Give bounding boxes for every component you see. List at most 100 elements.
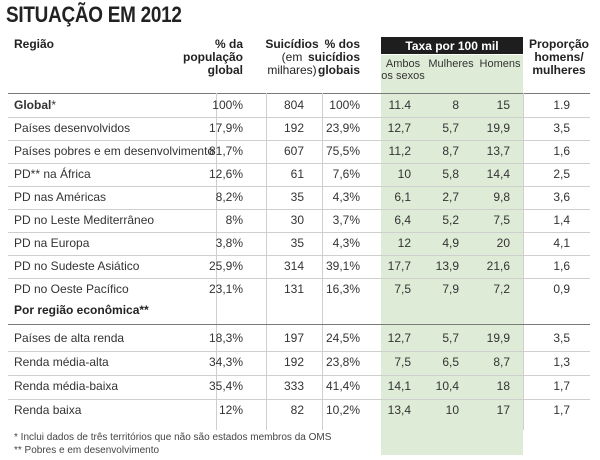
header-population-line1: % da: [214, 37, 243, 51]
cell-both: 10: [397, 167, 411, 181]
cell-men: 13,7: [486, 144, 510, 158]
cell-name: Renda média-baixa: [14, 379, 119, 393]
table-row: Países desenvolvidos 17,9% 192 23,9% 12,7 5,7…: [0, 117, 600, 139]
global-label: Global: [14, 98, 52, 112]
cell-pct: 41,4%: [325, 379, 360, 393]
cell-men: 17: [496, 403, 510, 417]
table-row: Renda média-baixa 35,4% 333 41,4% 14,1 10,4 18…: [0, 375, 600, 397]
cell-sui: 61: [290, 167, 304, 181]
header-rate-men: Homens: [479, 58, 521, 70]
cell-women: 13,9: [435, 259, 459, 273]
cell-sui: 607: [283, 144, 304, 158]
cell-pop: 34,3%: [208, 355, 243, 369]
cell-sui: 131: [283, 282, 304, 296]
header-region: Região: [14, 37, 55, 51]
cell-men: 8,7: [493, 355, 510, 369]
cell-ratio: 1,7: [553, 403, 570, 417]
rate-header-bar: Taxa por 100 mil: [381, 37, 523, 54]
row-divider: [8, 375, 590, 376]
row-divider: [8, 117, 590, 118]
row-divider: [8, 399, 590, 400]
cell-pct: 100%: [329, 98, 360, 112]
cell-men: 15: [496, 98, 510, 112]
cell-pct: 10,2%: [325, 403, 360, 417]
cell-pct: 4,3%: [332, 190, 360, 204]
row-divider: [8, 186, 590, 187]
cell-both: 13,4: [387, 403, 411, 417]
cell-sui: 30: [290, 213, 304, 227]
header-ratio: Proporção homens/ mulheres: [523, 38, 595, 77]
cell-sui: 333: [283, 379, 304, 393]
cell-both: 7,5: [394, 355, 411, 369]
table-row: PD** na África 12,6% 61 7,6% 10 5,8 14,4 2,5: [0, 163, 600, 185]
table-row: Renda baixa 12% 82 10,2% 13,4 10 17 1,7: [0, 399, 600, 421]
cell-both: 6,4: [394, 213, 411, 227]
cell-pop: 8,2%: [215, 190, 243, 204]
row-divider: [8, 163, 590, 164]
cell-women: 10: [445, 403, 459, 417]
table-row: PD no Leste Mediterrâneo 8% 30 3,7% 6,4 5,2 7,…: [0, 209, 600, 231]
cell-sui: 35: [290, 190, 304, 204]
cell-ratio: 3,5: [553, 121, 570, 135]
table-row: Renda média-alta 34,3% 192 23,8% 7,5 6,5 8,7 1,…: [0, 351, 600, 373]
col-divider: [322, 93, 323, 430]
header-rate-both-line1: Ambos: [385, 58, 421, 70]
cell-ratio: 1,6: [553, 144, 570, 158]
cell-pop: 81,7%: [208, 144, 243, 158]
cell-men: 20: [496, 236, 510, 250]
col-divider: [216, 93, 217, 430]
header-divider: [8, 93, 590, 94]
header-ratio-line2: homens/: [534, 50, 584, 64]
cell-ratio: 2,5: [553, 167, 570, 181]
header-rate-both: Ambos os sexos: [381, 58, 425, 82]
cell-pct: 3,7%: [332, 213, 360, 227]
header-rate-both-line2: os sexos: [381, 70, 425, 82]
cell-pct: 7,6%: [332, 167, 360, 181]
header-population-line2: população: [182, 50, 243, 64]
header-suicides-line2: (em: [281, 50, 303, 64]
section-economic-region: Por região econômica**: [14, 303, 149, 317]
cell-pop: 12%: [218, 403, 243, 417]
cell-pct: 16,3%: [325, 282, 360, 296]
cell-pct: 23,8%: [325, 355, 360, 369]
cell-women: 8,7: [442, 144, 459, 158]
cell-name: Países desenvolvidos: [14, 121, 131, 135]
cell-ratio: 0,9: [553, 282, 570, 296]
cell-women: 6,5: [442, 355, 459, 369]
cell-ratio: 1,6: [553, 259, 570, 273]
page-title: SITUAÇÃO EM 2012: [6, 2, 182, 27]
cell-name: Renda baixa: [14, 403, 82, 417]
cell-men: 7,2: [493, 282, 510, 296]
cell-name: Global*: [14, 94, 56, 116]
table-row: PD nas Américas 8,2% 35 4,3% 6,1 2,7 9,8 3,6: [0, 186, 600, 208]
cell-ratio: 1,4: [553, 213, 570, 227]
cell-pop: 25,9%: [208, 259, 243, 273]
cell-men: 19,9: [486, 121, 510, 135]
global-footnote-mark: *: [51, 98, 57, 112]
cell-women: 2,7: [442, 190, 459, 204]
cell-women: 5,7: [442, 331, 459, 345]
cell-pop: 100%: [212, 98, 243, 112]
table-row: PD no Oeste Pacífico 23,1% 131 16,3% 7,5 7,9 7…: [0, 278, 600, 300]
cell-women: 10,4: [435, 379, 459, 393]
cell-men: 19,9: [486, 331, 510, 345]
cell-name: PD nas Américas: [14, 190, 107, 204]
cell-pct: 39,1%: [325, 259, 360, 273]
cell-pct: 4,3%: [332, 236, 360, 250]
cell-pct: 75,5%: [325, 144, 360, 158]
header-suicides-line1: Suicídios: [265, 37, 319, 51]
cell-pop: 17,9%: [208, 121, 243, 135]
col-divider: [266, 93, 267, 430]
cell-both: 14,1: [387, 379, 411, 393]
row-divider: [8, 278, 590, 279]
cell-pop: 23,1%: [208, 282, 243, 296]
header-rate-women: Mulheres: [428, 58, 474, 70]
cell-pop: 8%: [225, 213, 243, 227]
cell-sui: 35: [290, 236, 304, 250]
cell-men: 9,8: [493, 190, 510, 204]
header-suicides: Suicídios (em milhares): [262, 38, 322, 77]
cell-name: PD** na África: [14, 167, 91, 181]
cell-both: 7,5: [394, 282, 411, 296]
cell-both: 11.4: [388, 98, 411, 112]
cell-pop: 18,3%: [208, 331, 243, 345]
